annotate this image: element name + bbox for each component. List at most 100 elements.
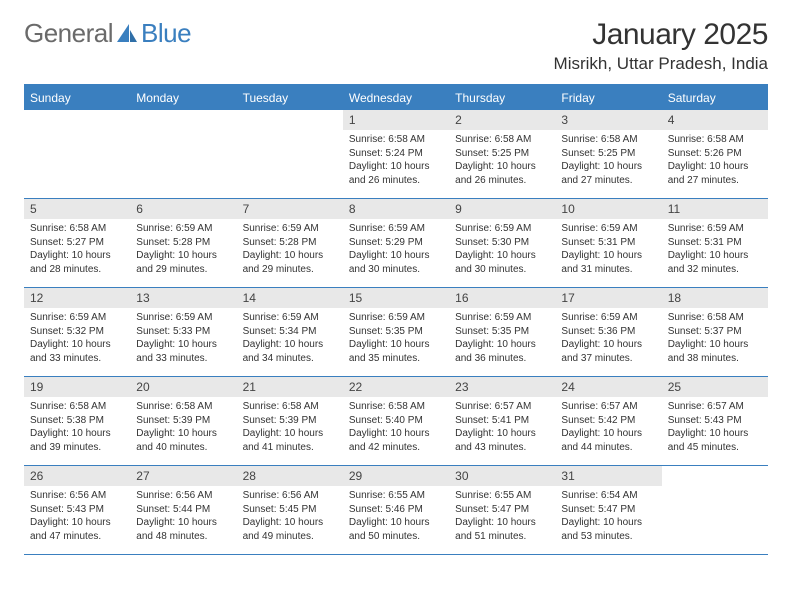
day-detail-line: Daylight: 10 hours and 41 minutes. (243, 427, 337, 454)
day-detail-line: Daylight: 10 hours and 39 minutes. (30, 427, 124, 454)
day-number: 3 (555, 110, 661, 130)
calendar-day: 26Sunrise: 6:56 AMSunset: 5:43 PMDayligh… (24, 466, 130, 554)
calendar-day (24, 110, 130, 198)
calendar-day: 2Sunrise: 6:58 AMSunset: 5:25 PMDaylight… (449, 110, 555, 198)
day-details: Sunrise: 6:59 AMSunset: 5:35 PMDaylight:… (449, 308, 555, 369)
day-detail-line: Daylight: 10 hours and 26 minutes. (455, 160, 549, 187)
day-detail-line: Daylight: 10 hours and 44 minutes. (561, 427, 655, 454)
day-detail-line: Sunrise: 6:56 AM (243, 489, 337, 503)
weekday-header-row: SundayMondayTuesdayWednesdayThursdayFrid… (24, 86, 768, 110)
calendar-day: 4Sunrise: 6:58 AMSunset: 5:26 PMDaylight… (662, 110, 768, 198)
day-detail-line: Sunset: 5:24 PM (349, 147, 443, 161)
day-detail-line: Daylight: 10 hours and 48 minutes. (136, 516, 230, 543)
weekday-header: Friday (555, 86, 661, 110)
day-number: 12 (24, 288, 130, 308)
location-text: Misrikh, Uttar Pradesh, India (554, 54, 768, 74)
calendar-day: 8Sunrise: 6:59 AMSunset: 5:29 PMDaylight… (343, 199, 449, 287)
day-detail-line: Daylight: 10 hours and 50 minutes. (349, 516, 443, 543)
day-details: Sunrise: 6:58 AMSunset: 5:37 PMDaylight:… (662, 308, 768, 369)
day-details: Sunrise: 6:58 AMSunset: 5:26 PMDaylight:… (662, 130, 768, 191)
day-number: 23 (449, 377, 555, 397)
day-detail-line: Sunrise: 6:59 AM (243, 311, 337, 325)
day-details: Sunrise: 6:59 AMSunset: 5:33 PMDaylight:… (130, 308, 236, 369)
day-details: Sunrise: 6:59 AMSunset: 5:32 PMDaylight:… (24, 308, 130, 369)
day-number: 13 (130, 288, 236, 308)
day-detail-line: Daylight: 10 hours and 47 minutes. (30, 516, 124, 543)
calendar-day: 19Sunrise: 6:58 AMSunset: 5:38 PMDayligh… (24, 377, 130, 465)
weekday-header: Wednesday (343, 86, 449, 110)
day-details: Sunrise: 6:59 AMSunset: 5:36 PMDaylight:… (555, 308, 661, 369)
day-detail-line: Sunrise: 6:59 AM (561, 222, 655, 236)
day-detail-line: Daylight: 10 hours and 53 minutes. (561, 516, 655, 543)
day-details: Sunrise: 6:58 AMSunset: 5:25 PMDaylight:… (449, 130, 555, 191)
calendar-day: 27Sunrise: 6:56 AMSunset: 5:44 PMDayligh… (130, 466, 236, 554)
day-details: Sunrise: 6:57 AMSunset: 5:43 PMDaylight:… (662, 397, 768, 458)
day-details: Sunrise: 6:59 AMSunset: 5:29 PMDaylight:… (343, 219, 449, 280)
day-details: Sunrise: 6:59 AMSunset: 5:34 PMDaylight:… (237, 308, 343, 369)
day-number: 22 (343, 377, 449, 397)
calendar-day: 10Sunrise: 6:59 AMSunset: 5:31 PMDayligh… (555, 199, 661, 287)
day-details: Sunrise: 6:55 AMSunset: 5:47 PMDaylight:… (449, 486, 555, 547)
day-details: Sunrise: 6:54 AMSunset: 5:47 PMDaylight:… (555, 486, 661, 547)
day-details: Sunrise: 6:58 AMSunset: 5:27 PMDaylight:… (24, 219, 130, 280)
day-detail-line: Daylight: 10 hours and 51 minutes. (455, 516, 549, 543)
day-detail-line: Sunrise: 6:59 AM (561, 311, 655, 325)
weekday-header: Sunday (24, 86, 130, 110)
day-detail-line: Sunrise: 6:58 AM (349, 400, 443, 414)
calendar-day: 3Sunrise: 6:58 AMSunset: 5:25 PMDaylight… (555, 110, 661, 198)
day-details: Sunrise: 6:58 AMSunset: 5:24 PMDaylight:… (343, 130, 449, 191)
calendar-day: 1Sunrise: 6:58 AMSunset: 5:24 PMDaylight… (343, 110, 449, 198)
day-number: 26 (24, 466, 130, 486)
day-detail-line: Sunset: 5:45 PM (243, 503, 337, 517)
title-block: January 2025 Misrikh, Uttar Pradesh, Ind… (554, 18, 768, 74)
day-detail-line: Sunrise: 6:58 AM (243, 400, 337, 414)
day-details: Sunrise: 6:59 AMSunset: 5:28 PMDaylight:… (237, 219, 343, 280)
day-details: Sunrise: 6:58 AMSunset: 5:25 PMDaylight:… (555, 130, 661, 191)
day-detail-line: Daylight: 10 hours and 26 minutes. (349, 160, 443, 187)
day-detail-line: Daylight: 10 hours and 34 minutes. (243, 338, 337, 365)
calendar-day: 30Sunrise: 6:55 AMSunset: 5:47 PMDayligh… (449, 466, 555, 554)
calendar-body: 1Sunrise: 6:58 AMSunset: 5:24 PMDaylight… (24, 110, 768, 555)
day-detail-line: Sunset: 5:25 PM (455, 147, 549, 161)
calendar-week: 12Sunrise: 6:59 AMSunset: 5:32 PMDayligh… (24, 288, 768, 377)
calendar-day: 25Sunrise: 6:57 AMSunset: 5:43 PMDayligh… (662, 377, 768, 465)
calendar-week: 26Sunrise: 6:56 AMSunset: 5:43 PMDayligh… (24, 466, 768, 555)
day-number: 6 (130, 199, 236, 219)
day-details: Sunrise: 6:59 AMSunset: 5:31 PMDaylight:… (662, 219, 768, 280)
day-number: 7 (237, 199, 343, 219)
day-detail-line: Sunrise: 6:58 AM (30, 222, 124, 236)
day-number (237, 110, 343, 116)
day-number: 4 (662, 110, 768, 130)
calendar-day: 14Sunrise: 6:59 AMSunset: 5:34 PMDayligh… (237, 288, 343, 376)
day-number: 19 (24, 377, 130, 397)
day-number (130, 110, 236, 116)
calendar: SundayMondayTuesdayWednesdayThursdayFrid… (24, 84, 768, 555)
calendar-day: 13Sunrise: 6:59 AMSunset: 5:33 PMDayligh… (130, 288, 236, 376)
calendar-day: 28Sunrise: 6:56 AMSunset: 5:45 PMDayligh… (237, 466, 343, 554)
day-details: Sunrise: 6:56 AMSunset: 5:45 PMDaylight:… (237, 486, 343, 547)
day-detail-line: Sunrise: 6:59 AM (349, 222, 443, 236)
day-detail-line: Sunrise: 6:59 AM (455, 222, 549, 236)
day-detail-line: Sunset: 5:26 PM (668, 147, 762, 161)
day-number: 14 (237, 288, 343, 308)
day-details: Sunrise: 6:59 AMSunset: 5:35 PMDaylight:… (343, 308, 449, 369)
day-detail-line: Sunrise: 6:59 AM (668, 222, 762, 236)
day-number: 20 (130, 377, 236, 397)
day-detail-line: Sunrise: 6:57 AM (455, 400, 549, 414)
calendar-day: 17Sunrise: 6:59 AMSunset: 5:36 PMDayligh… (555, 288, 661, 376)
day-details: Sunrise: 6:59 AMSunset: 5:31 PMDaylight:… (555, 219, 661, 280)
day-details: Sunrise: 6:56 AMSunset: 5:43 PMDaylight:… (24, 486, 130, 547)
day-details: Sunrise: 6:58 AMSunset: 5:39 PMDaylight:… (237, 397, 343, 458)
weekday-header: Tuesday (237, 86, 343, 110)
day-number: 21 (237, 377, 343, 397)
day-detail-line: Daylight: 10 hours and 37 minutes. (561, 338, 655, 365)
day-detail-line: Sunset: 5:47 PM (561, 503, 655, 517)
calendar-day: 16Sunrise: 6:59 AMSunset: 5:35 PMDayligh… (449, 288, 555, 376)
day-detail-line: Daylight: 10 hours and 31 minutes. (561, 249, 655, 276)
calendar-day: 24Sunrise: 6:57 AMSunset: 5:42 PMDayligh… (555, 377, 661, 465)
calendar-day: 23Sunrise: 6:57 AMSunset: 5:41 PMDayligh… (449, 377, 555, 465)
brand-sail-icon (117, 24, 139, 44)
day-details: Sunrise: 6:59 AMSunset: 5:30 PMDaylight:… (449, 219, 555, 280)
day-number: 30 (449, 466, 555, 486)
day-detail-line: Daylight: 10 hours and 40 minutes. (136, 427, 230, 454)
